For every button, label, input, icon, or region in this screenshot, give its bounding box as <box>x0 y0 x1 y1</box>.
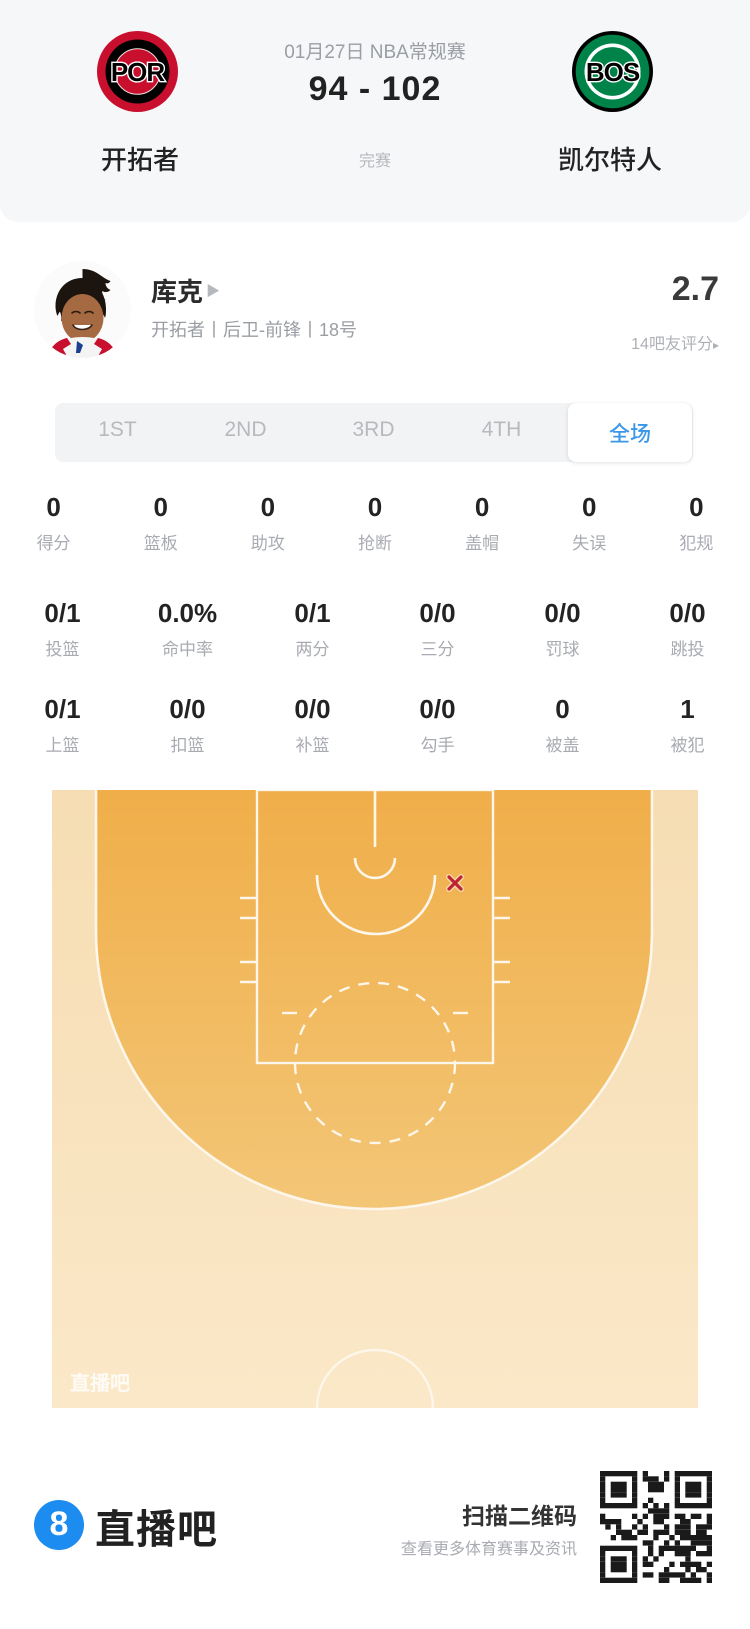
svg-text:BOS: BOS <box>586 57 640 87</box>
svg-text:直播吧: 直播吧 <box>70 1371 130 1395</box>
svg-text:POR: POR <box>111 57 166 87</box>
